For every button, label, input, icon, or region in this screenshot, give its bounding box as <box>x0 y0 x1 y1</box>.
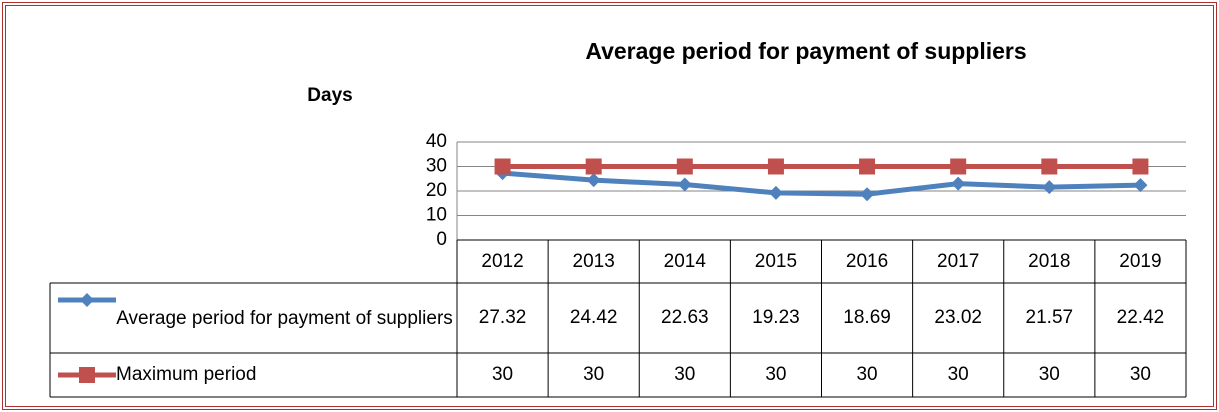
data-table-value: 30 <box>674 364 696 385</box>
y-tick-label: 20 <box>426 180 447 201</box>
marker <box>950 158 967 175</box>
x-tick-label: 2016 <box>845 250 889 272</box>
y-tick-label: 40 <box>426 131 447 152</box>
marker <box>951 176 966 191</box>
marker <box>494 158 511 175</box>
data-table-value: 30 <box>1129 364 1151 385</box>
y-tick-label: 30 <box>426 156 447 177</box>
data-table-value: 23.02 <box>934 307 982 328</box>
data-table-value: 30 <box>1038 364 1060 385</box>
data-table-value: 22.42 <box>1116 307 1165 328</box>
data-table-value: 19.23 <box>752 307 800 328</box>
legend-label: Average period for payment of suppliers <box>116 307 453 329</box>
data-table-value: 24.42 <box>569 307 618 328</box>
marker <box>767 158 784 175</box>
x-tick-label: 2012 <box>481 250 524 272</box>
marker <box>1042 180 1057 195</box>
marker <box>1133 178 1148 193</box>
marker <box>768 185 783 200</box>
marker <box>585 158 602 175</box>
marker <box>80 293 94 307</box>
y-axis-label: Days <box>307 85 352 106</box>
data-table-value: 30 <box>856 364 878 385</box>
data-table-value: 30 <box>765 364 787 385</box>
x-tick-label: 2013 <box>572 250 615 272</box>
x-tick-label: 2018 <box>1028 250 1071 272</box>
marker <box>860 187 875 202</box>
y-tick-label: 10 <box>426 205 447 226</box>
marker <box>586 173 601 188</box>
legend-label: Maximum period <box>116 364 257 385</box>
marker <box>79 367 95 383</box>
marker <box>676 158 693 175</box>
x-tick-label: 2015 <box>754 250 798 272</box>
x-tick-label: 2017 <box>937 250 980 272</box>
data-table-value: 27.32 <box>478 307 527 328</box>
chart-title: Average period for payment of suppliers <box>585 38 1026 64</box>
x-tick-label: 2014 <box>663 250 706 272</box>
data-table-value: 21.57 <box>1025 307 1074 328</box>
data-table-value: 30 <box>583 364 605 385</box>
marker <box>1041 158 1058 175</box>
data-table-value: 22.63 <box>661 307 709 328</box>
marker <box>677 177 692 192</box>
data-line <box>502 170 1141 197</box>
data-table-value: 18.69 <box>843 307 891 328</box>
marker <box>859 158 876 175</box>
data-table-value: 30 <box>491 364 514 385</box>
y-tick-label: 0 <box>436 229 447 250</box>
x-tick-label: 2019 <box>1119 250 1162 272</box>
marker <box>1132 158 1149 175</box>
data-table-value: 30 <box>947 364 969 385</box>
